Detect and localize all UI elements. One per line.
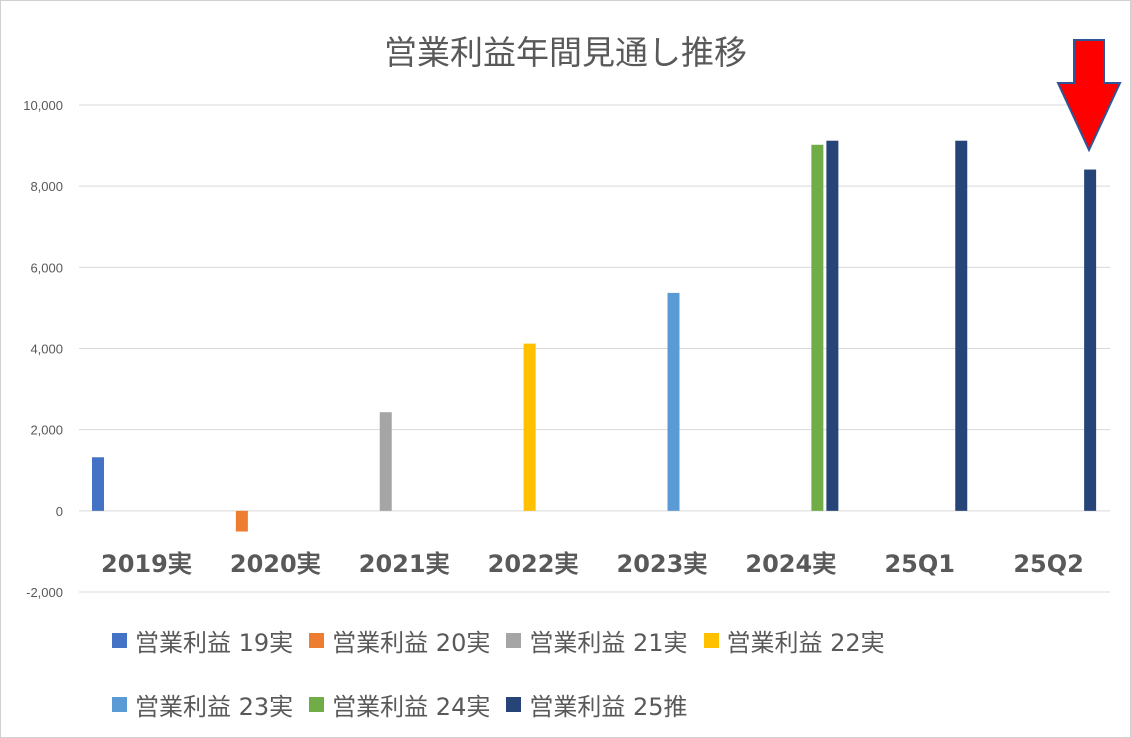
x-tick-label: 2024実 (745, 550, 836, 578)
x-tick-label: 2020実 (230, 550, 321, 578)
down-arrow-icon (1056, 39, 1122, 153)
legend-label: 営業利益 22実 (726, 628, 885, 657)
x-tick-label: 25Q1 (884, 550, 955, 578)
legend-item: 営業利益 24実 (309, 686, 490, 722)
y-tick-label: 2,000 (30, 423, 63, 438)
legend-item: 営業利益 19実 (112, 622, 293, 658)
bar (826, 140, 839, 511)
legend-swatch (506, 632, 522, 648)
y-tick-label: -2,000 (26, 585, 63, 600)
legend-swatch (506, 696, 522, 712)
bar (955, 140, 968, 511)
bar (667, 292, 680, 511)
legend-swatch (309, 696, 325, 712)
x-tick-label: 2023実 (617, 550, 708, 578)
y-tick-label: 0 (56, 504, 63, 519)
legend-item: 営業利益 25推 (506, 686, 688, 722)
legend-swatch (703, 632, 719, 648)
chart-title: 営業利益年間見通し推移 (384, 33, 747, 72)
bar (523, 343, 536, 511)
y-tick-label: 10,000 (23, 98, 63, 113)
legend-item: 営業利益 20実 (309, 622, 490, 658)
legend-label: 営業利益 21実 (529, 628, 688, 657)
legend-label: 営業利益 19実 (135, 628, 294, 657)
legend-swatch (112, 696, 127, 712)
legend-item: 営業利益 23実 (112, 686, 293, 722)
legend-label: 営業利益 20実 (332, 628, 491, 657)
bar (235, 510, 248, 532)
x-tick-label: 2021実 (359, 550, 450, 578)
bar (379, 412, 392, 511)
legend-item: 営業利益 21実 (506, 622, 688, 658)
bar (92, 457, 104, 511)
legend-label: 営業利益 23実 (135, 692, 294, 721)
y-tick-label: 6,000 (30, 260, 63, 275)
x-tick-label: 2019実 (101, 550, 192, 578)
x-tick-label: 2022実 (488, 550, 579, 578)
x-tick-label: 25Q2 (1013, 550, 1084, 578)
legend-label: 営業利益 24実 (332, 692, 491, 721)
y-tick-label: 4,000 (30, 342, 63, 357)
y-tick-label: 8,000 (30, 179, 63, 194)
legend-swatch (112, 632, 127, 648)
legend: 営業利益 19実 営業利益 20実 営業利益 21実 営業利益 22実営業利益 23実… (112, 622, 1052, 722)
legend-label: 営業利益 25推 (529, 692, 688, 721)
legend-item: 営業利益 22実 (703, 622, 885, 658)
legend-swatch (309, 632, 325, 648)
bar (811, 144, 824, 511)
bar (1084, 169, 1097, 511)
